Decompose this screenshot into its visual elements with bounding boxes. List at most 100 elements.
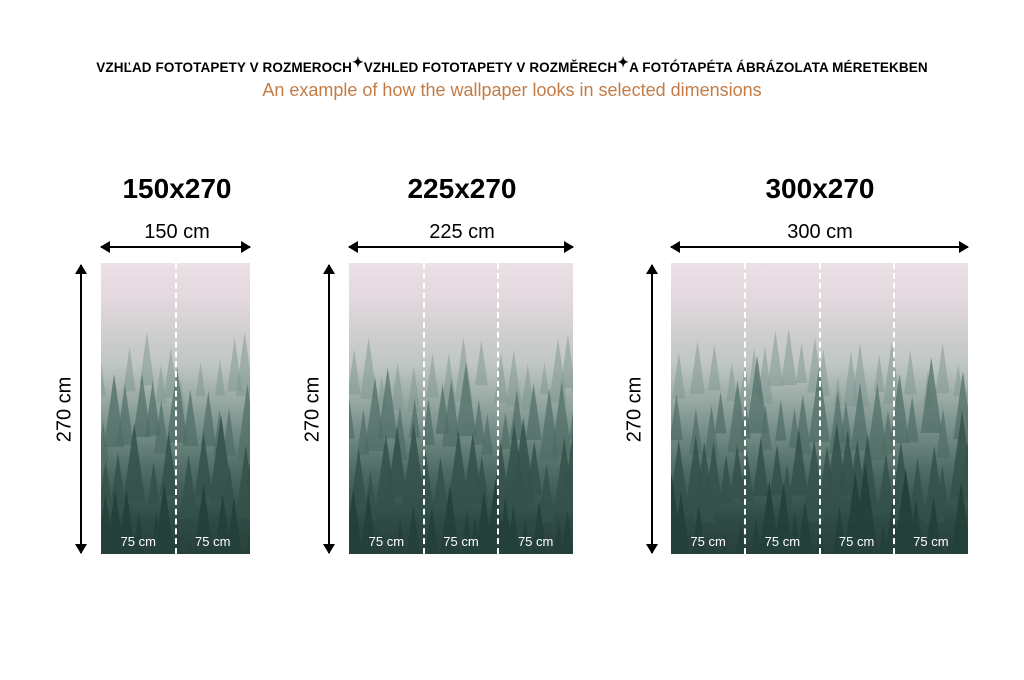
- tree-shape: [904, 350, 917, 395]
- tree-shape: [746, 355, 769, 434]
- tree-shape: [360, 337, 378, 399]
- tree-shape: [833, 507, 847, 554]
- heading-sk: VZHĽAD FOTOTAPETY V ROZMEROCH: [96, 60, 352, 75]
- tree-shape: [569, 411, 573, 440]
- tree-shape: [132, 510, 145, 554]
- tree-shape: [526, 440, 542, 495]
- tree-shape: [866, 383, 888, 460]
- tree-shape: [225, 497, 242, 554]
- tree-shape: [571, 381, 573, 393]
- multilingual-heading: VZHĽAD FOTOTAPETY V ROZMEROCH ✦VZHLED FOT…: [0, 54, 1024, 76]
- tree-shape: [520, 519, 531, 554]
- tree-shape: [935, 342, 950, 394]
- tree-shape: [751, 517, 762, 554]
- tree-shape: [417, 451, 434, 510]
- tree-shape: [671, 439, 690, 519]
- tree-shape: [179, 454, 198, 520]
- tree-shape: [159, 432, 178, 496]
- tree-shape: [472, 399, 486, 445]
- tree-shape: [236, 384, 250, 461]
- panel-seam: [818, 263, 821, 554]
- sparkle-icon: ✦: [617, 54, 630, 70]
- width-arrow: [670, 241, 969, 253]
- tree-shape: [908, 457, 927, 520]
- tree-shape: [193, 483, 214, 554]
- tree-shape: [246, 530, 250, 554]
- tree-shape: [539, 362, 549, 395]
- tree-shape: [672, 352, 686, 399]
- tree-shape: [936, 408, 950, 458]
- tree-shape: [789, 428, 809, 496]
- panel-seam: [497, 263, 500, 554]
- tree-shape: [359, 492, 377, 554]
- tree-shape: [374, 529, 381, 554]
- width-label: 225 cm: [429, 221, 495, 243]
- tree-shape: [563, 433, 573, 498]
- tree-shape: [925, 496, 942, 554]
- tree-shape: [447, 430, 470, 509]
- tree-shape: [691, 504, 706, 554]
- tree-shape: [123, 347, 136, 392]
- tree-shape: [759, 481, 780, 554]
- tree-shape: [440, 484, 460, 554]
- forest-image: [671, 328, 968, 554]
- tree-shape: [689, 408, 703, 455]
- height-label: 270 cm: [301, 376, 324, 443]
- tree-shape: [222, 408, 236, 456]
- variant-title: 150x270: [122, 173, 232, 204]
- tree-shape: [349, 489, 363, 554]
- panel-width-label: 75 cm: [120, 534, 156, 549]
- panel-width-label: 75 cm: [764, 534, 801, 549]
- tree-shape: [704, 405, 719, 459]
- tree-shape: [154, 482, 175, 554]
- tree-shape: [116, 383, 134, 446]
- tree-shape: [851, 343, 869, 407]
- tree-shape: [214, 358, 226, 396]
- tree-shape: [407, 365, 421, 413]
- tree-shape: [721, 532, 728, 554]
- tree-shape: [553, 520, 564, 554]
- tree-shape: [561, 511, 573, 554]
- tree-shape: [500, 411, 511, 450]
- tree-shape: [139, 332, 155, 386]
- tree-shape: [551, 381, 573, 458]
- tree-shape: [475, 339, 488, 386]
- tree-shape: [133, 373, 151, 438]
- tree-shape: [145, 380, 161, 436]
- tree-shape: [953, 371, 968, 440]
- forest-image: [101, 331, 250, 554]
- heading-cz: VZHLED FOTOTAPETY V ROZMĚRECH: [363, 60, 618, 75]
- tree-shape: [387, 426, 408, 497]
- panel-seam: [744, 263, 747, 554]
- tree-shape: [106, 488, 125, 554]
- tree-shape: [509, 389, 524, 440]
- tree-shape: [194, 431, 213, 497]
- tree-shape: [433, 456, 448, 505]
- tree-shape: [101, 459, 112, 503]
- panel-seam: [422, 263, 425, 554]
- tree-shape: [163, 348, 178, 398]
- tree-shape: [850, 382, 870, 451]
- tree-shape: [966, 384, 968, 399]
- tree-shape: [560, 334, 573, 389]
- tree-shape: [707, 344, 721, 391]
- tree-shape: [155, 364, 167, 404]
- tree-shape: [474, 455, 489, 505]
- subtitle: An example of how the wallpaper looks in…: [262, 80, 762, 100]
- tree-shape: [729, 444, 745, 498]
- tree-shape: [704, 441, 723, 507]
- tree-shape: [195, 362, 206, 397]
- tree-shape: [388, 533, 394, 554]
- tree-shape: [222, 464, 237, 515]
- tree-shape: [711, 531, 718, 554]
- tree-shape: [908, 498, 924, 554]
- tree-shape: [878, 523, 888, 554]
- tree-shape: [147, 461, 160, 504]
- width-label: 150 cm: [144, 221, 210, 243]
- tree-shape: [767, 330, 784, 387]
- forest-image: [349, 334, 573, 554]
- tree-shape: [531, 501, 547, 554]
- tree-shape: [481, 413, 494, 455]
- height-arrow: [646, 264, 658, 554]
